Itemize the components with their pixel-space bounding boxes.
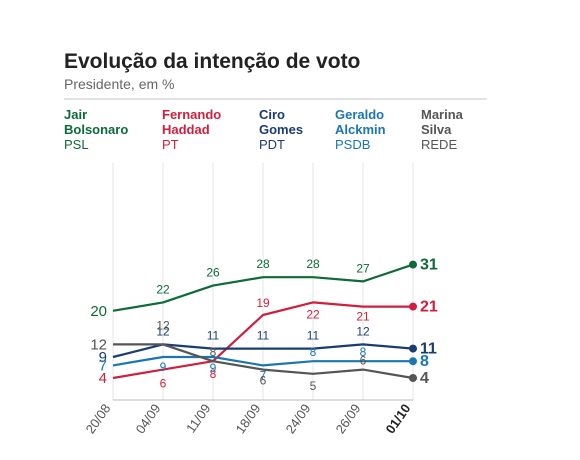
data-label: 28 bbox=[306, 257, 320, 271]
data-label: 12 bbox=[90, 336, 107, 353]
series-line bbox=[113, 343, 414, 380]
data-label: 12 bbox=[156, 324, 170, 338]
series-end-point bbox=[409, 344, 417, 353]
data-label: 11 bbox=[307, 329, 320, 343]
data-label: 9 bbox=[99, 349, 107, 366]
x-tick-label: 20/08 bbox=[83, 401, 114, 436]
chart-lines bbox=[112, 263, 414, 380]
data-label: 6 bbox=[260, 374, 267, 388]
legend-party: REDE bbox=[421, 137, 458, 152]
legend-name-line1: Jair bbox=[64, 107, 88, 122]
legend-item-bolsonaro: Jair Bolsonaro PSL bbox=[64, 107, 128, 152]
legend-item-ciro: Ciro Gomes PDT bbox=[259, 107, 303, 152]
series-line bbox=[112, 355, 413, 367]
data-label: 21 bbox=[356, 310, 370, 324]
data-label: 11 bbox=[207, 329, 220, 343]
data-label: 28 bbox=[256, 257, 270, 271]
data-label: 21 bbox=[420, 299, 438, 316]
data-label: 4 bbox=[99, 370, 107, 387]
legend-item-haddad: Fernando Haddad PT bbox=[162, 107, 221, 152]
data-label: 12 bbox=[156, 318, 170, 332]
data-label: 11 bbox=[257, 329, 270, 343]
legend-party: PSL bbox=[64, 137, 89, 152]
legend-party: PDT bbox=[259, 137, 285, 152]
x-tick-label: 26/09 bbox=[333, 401, 364, 436]
legend-party: PSDB bbox=[335, 137, 371, 152]
data-label: 4 bbox=[420, 370, 429, 387]
x-tick-label: 11/09 bbox=[183, 401, 213, 435]
chart-title: Evolução da intenção de voto bbox=[64, 50, 361, 73]
data-label: 7 bbox=[260, 368, 267, 382]
legend-name-line2: Haddad bbox=[162, 122, 210, 137]
data-label: 12 bbox=[356, 324, 370, 338]
data-label: 8 bbox=[360, 345, 367, 359]
data-label: 22 bbox=[306, 307, 320, 321]
legend-name-line2: Bolsonaro bbox=[64, 122, 129, 137]
data-label: 20 bbox=[90, 303, 107, 320]
data-label: 6 bbox=[160, 377, 167, 391]
data-label: 9 bbox=[210, 361, 217, 375]
series-line bbox=[112, 301, 413, 380]
legend-name-line2: Gomes bbox=[259, 122, 304, 137]
data-label: 8 bbox=[420, 353, 429, 370]
legend-name-line2: Alckmin bbox=[335, 122, 386, 137]
data-label: 8 bbox=[210, 367, 217, 381]
series-end-point bbox=[409, 357, 417, 366]
data-label: 11 bbox=[420, 341, 437, 358]
x-tick-label: 04/09 bbox=[133, 401, 164, 436]
data-label: 31 bbox=[420, 257, 438, 274]
data-label: 19 bbox=[256, 296, 270, 310]
data-label: 7 bbox=[99, 357, 107, 374]
legend-name-line2: Silva bbox=[421, 122, 452, 137]
series-line bbox=[112, 263, 414, 312]
data-label: 8 bbox=[310, 345, 317, 359]
x-tick-label: 18/09 bbox=[233, 401, 264, 436]
x-tick-label: 24/09 bbox=[283, 401, 314, 436]
data-label: 6 bbox=[360, 354, 367, 368]
x-tick-label: 01/10 bbox=[383, 401, 414, 436]
x-axis-ticks: 20/08 04/09 11/09 18/09 24/09 26/09 01/10 bbox=[83, 401, 414, 436]
data-label: 22 bbox=[156, 282, 170, 296]
data-label: 8 bbox=[210, 345, 217, 359]
data-label: 5 bbox=[310, 379, 317, 393]
series-end-point bbox=[409, 374, 417, 382]
legend-item-alckmin: Geraldo Alckmin PSDB bbox=[335, 107, 386, 152]
data-label: 26 bbox=[206, 266, 220, 280]
header-divider bbox=[64, 98, 487, 100]
legend-name-line1: Geraldo bbox=[335, 107, 385, 122]
legend-name-line1: Marina bbox=[421, 107, 463, 122]
data-label: 9 bbox=[160, 360, 167, 374]
legend-name-line1: Ciro bbox=[259, 107, 285, 122]
legend-name-line1: Fernando bbox=[162, 107, 222, 122]
chart-subtitle: Presidente, em % bbox=[64, 76, 175, 92]
chart-points bbox=[409, 260, 417, 382]
series-end-point bbox=[409, 260, 417, 269]
series-end-point bbox=[409, 302, 417, 311]
data-label: 27 bbox=[356, 261, 370, 275]
legend-party: PT bbox=[162, 137, 179, 152]
legend-item-marina: Marina Silva REDE bbox=[421, 107, 463, 152]
